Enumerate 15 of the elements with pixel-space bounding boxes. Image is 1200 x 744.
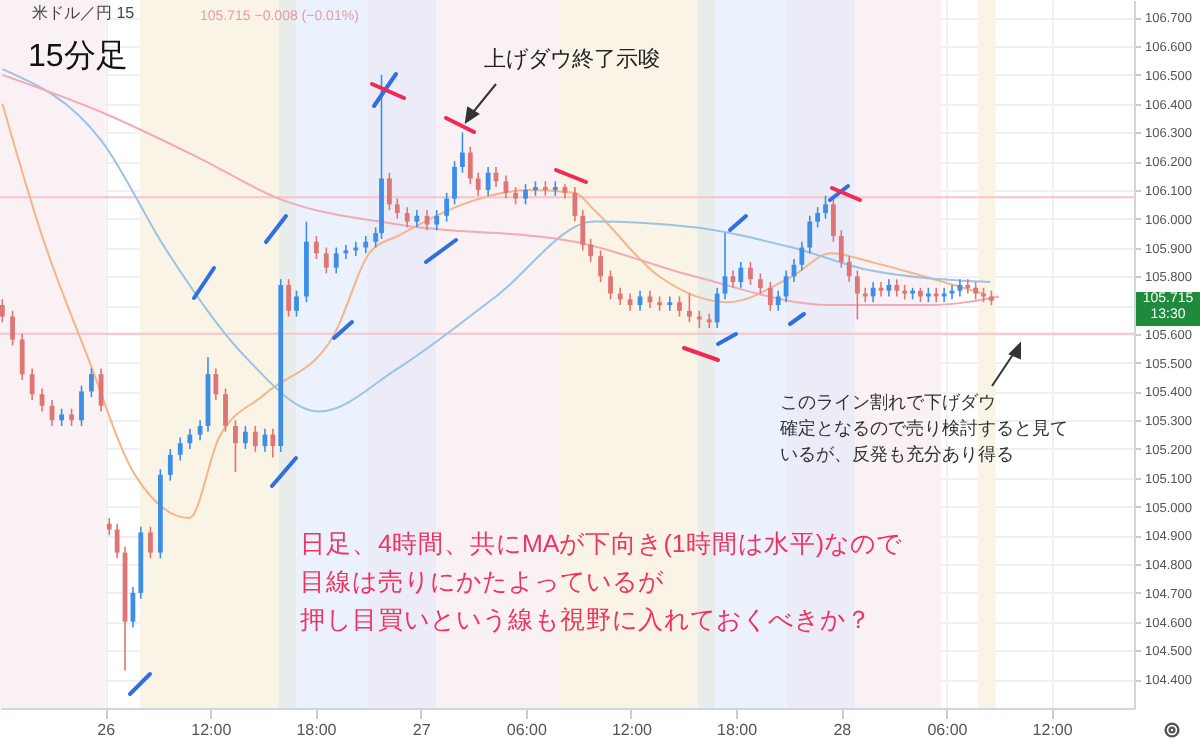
text: 15分足 — [28, 40, 128, 74]
annotation: 上げダウ終了示唆 — [484, 46, 660, 72]
annotation: このライン割れで下げダウ確定となるので売り検討すると見ているが、反発も充分あり得る — [778, 392, 1068, 464]
x-tick-label: 28 — [833, 721, 853, 739]
x-tick-label: 12:00 — [611, 721, 654, 739]
annotation: 日足、4時間、共にMAが下向き(1時間は水平)なので目線は売りにかたよっているが押し目買いという線も視野に入れておくべきか？ — [300, 530, 904, 634]
x-tick-label: 26 — [97, 721, 117, 739]
x-tick-label: 12:00 — [191, 721, 233, 739]
x-tick-label: 06:00 — [506, 721, 548, 739]
x-tick-label: 18:00 — [296, 721, 338, 739]
chart-subtitle: 米ドル／円 15 — [32, 4, 136, 22]
x-tick-label: 12:00 — [1032, 721, 1074, 739]
x-tick-label: 06:00 — [927, 721, 969, 739]
x-tick-label: 18:00 — [717, 721, 759, 739]
x-tick-label: 27 — [412, 721, 432, 739]
